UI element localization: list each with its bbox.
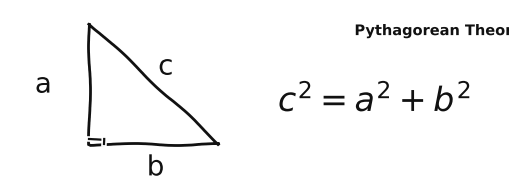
Text: c: c [158,53,173,81]
Text: b: b [147,153,164,180]
Text: a: a [35,71,52,99]
Text: $c^2 = a^2 + b^2$: $c^2 = a^2 + b^2$ [277,83,471,118]
Text: Pythagorean Theorem: Pythagorean Theorem [354,23,509,38]
Polygon shape [89,23,219,144]
